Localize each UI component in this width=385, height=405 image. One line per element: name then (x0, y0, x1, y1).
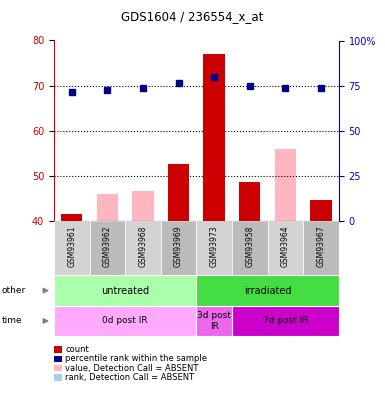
Text: 0d post IR: 0d post IR (102, 316, 148, 326)
Text: percentile rank within the sample: percentile rank within the sample (65, 354, 208, 363)
Bar (54, 374, 62, 381)
Text: GSM93967: GSM93967 (316, 225, 325, 267)
Text: time: time (2, 316, 23, 326)
Text: 7d post IR: 7d post IR (263, 316, 308, 326)
Bar (232, 221, 268, 275)
Text: GSM93961: GSM93961 (67, 225, 76, 266)
Bar (54, 275, 196, 306)
Bar (232, 306, 339, 336)
Bar (310, 200, 332, 221)
Bar (203, 54, 225, 221)
Text: GSM93968: GSM93968 (139, 225, 147, 266)
Text: count: count (65, 345, 89, 354)
Text: GSM93962: GSM93962 (103, 225, 112, 266)
Bar (125, 221, 161, 275)
Bar (54, 365, 62, 371)
Text: rank, Detection Call = ABSENT: rank, Detection Call = ABSENT (65, 373, 194, 382)
Bar (268, 221, 303, 275)
Bar (132, 192, 154, 221)
Bar (168, 164, 189, 221)
Bar (54, 346, 62, 353)
Bar (61, 214, 82, 221)
Bar (275, 149, 296, 221)
Bar (161, 221, 196, 275)
Bar (54, 221, 90, 275)
Bar (303, 221, 339, 275)
Text: GSM93973: GSM93973 (210, 225, 219, 267)
Text: 3d post
IR: 3d post IR (197, 311, 231, 330)
Text: other: other (2, 286, 26, 295)
Bar (239, 182, 260, 221)
Text: GSM93964: GSM93964 (281, 225, 290, 267)
Text: untreated: untreated (101, 286, 149, 296)
Bar (196, 275, 339, 306)
Bar (97, 194, 118, 221)
Text: GSM93969: GSM93969 (174, 225, 183, 267)
Text: GSM93958: GSM93958 (245, 225, 254, 266)
Text: value, Detection Call = ABSENT: value, Detection Call = ABSENT (65, 364, 199, 373)
Bar (90, 221, 125, 275)
Bar (196, 306, 232, 336)
Bar (54, 306, 196, 336)
Bar (196, 221, 232, 275)
Text: GDS1604 / 236554_x_at: GDS1604 / 236554_x_at (121, 10, 264, 23)
Bar (54, 356, 62, 362)
Text: irradiated: irradiated (244, 286, 291, 296)
